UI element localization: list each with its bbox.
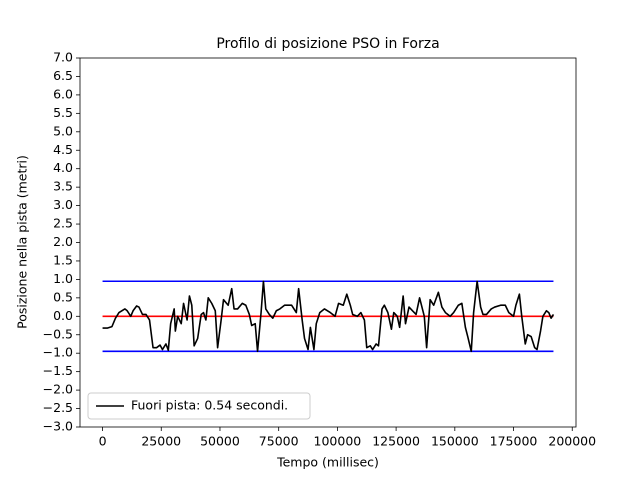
y-tick-label: −2.5 [43,400,73,415]
y-tick-label: −1.0 [43,345,73,360]
x-tick-label: 50000 [200,434,240,449]
y-tick-label: 2.0 [53,234,73,249]
x-tick-label: 75000 [259,434,299,449]
x-tick-label: 200000 [548,434,596,449]
x-tick-label: 100000 [314,434,362,449]
y-tick-label: −1.5 [43,363,73,378]
x-tick-label: 0 [99,434,107,449]
y-tick-label: 3.0 [53,197,73,212]
y-tick-label: 0.0 [53,308,73,323]
x-tick-label: 150000 [431,434,479,449]
y-tick-label: −0.5 [43,326,73,341]
legend-label: Fuori pista: 0.54 secondi. [131,398,288,413]
x-tick-label: 175000 [490,434,538,449]
y-tick-label: 2.5 [53,216,73,231]
y-tick-label: 5.5 [53,105,73,120]
y-axis-label: Posizione nella pista (metri) [15,155,30,329]
y-tick-label: 1.0 [53,271,73,286]
x-tick-label: 25000 [141,434,181,449]
y-tick-label: 5.0 [53,123,73,138]
y-tick-label: 6.5 [53,68,73,83]
y-tick-label: 3.5 [53,179,73,194]
y-tick-label: 1.5 [53,252,73,267]
y-tick-label: −2.0 [43,382,73,397]
y-tick-label: 4.0 [53,160,73,175]
y-tick-label: −3.0 [43,419,73,434]
x-axis-label: Tempo (millisec) [276,455,379,470]
y-tick-label: 6.0 [53,86,73,101]
y-tick-label: 4.5 [53,142,73,157]
data-line [102,280,555,353]
y-tick-label: 7.0 [53,50,73,65]
plot-frame [79,57,577,428]
x-tick-label: 125000 [372,434,420,449]
chart-title: Profilo di posizione PSO in Forza [216,36,439,52]
legend-box [87,392,311,420]
y-tick-label: 0.5 [53,289,73,304]
